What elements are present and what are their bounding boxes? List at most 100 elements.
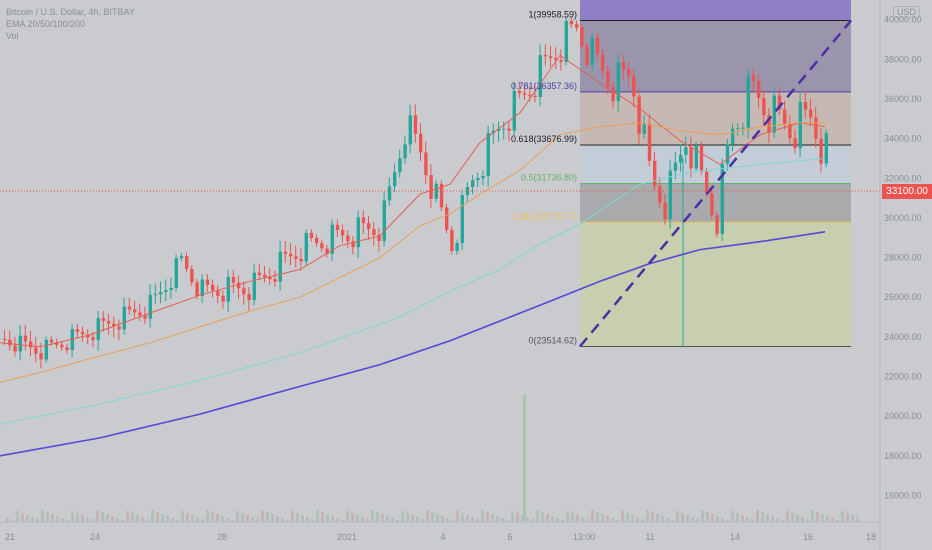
volume-bar xyxy=(626,513,629,522)
volume-bar xyxy=(556,518,559,522)
candle-up xyxy=(278,251,282,282)
candle-up xyxy=(512,90,516,131)
volume-bar xyxy=(41,510,44,522)
fibonacci-retracement[interactable] xyxy=(580,0,851,347)
candle-down xyxy=(762,98,766,116)
volume-bar xyxy=(441,516,444,522)
candle-down xyxy=(543,55,548,57)
candle-up xyxy=(746,75,750,128)
candle-up xyxy=(96,318,100,341)
candle-up xyxy=(616,61,620,102)
ema-line-ema50 xyxy=(0,122,825,383)
volume-bar xyxy=(346,511,349,522)
candle-up xyxy=(679,154,683,163)
volume-bar xyxy=(166,516,169,522)
ema-indicator-label[interactable]: EMA 20/50/100/200 xyxy=(6,19,86,29)
candle-down xyxy=(788,123,792,139)
volume-bar xyxy=(561,520,564,522)
candle-down xyxy=(325,248,329,254)
volume-bar xyxy=(431,512,434,522)
candle-down xyxy=(819,138,823,164)
volume-bar xyxy=(646,510,649,522)
volume-bar xyxy=(796,515,799,522)
volume-bar xyxy=(841,511,844,522)
candle-down xyxy=(767,115,771,133)
price-tick-label: 30000.00 xyxy=(884,213,922,223)
volume-bar xyxy=(66,520,69,522)
volume-bar xyxy=(526,517,529,522)
candle-down xyxy=(231,277,236,283)
volume-bar xyxy=(106,514,109,522)
candlesticks xyxy=(3,17,828,369)
candle-up xyxy=(590,38,594,65)
time-tick-label: 21 xyxy=(5,532,15,542)
price-tick-label: 36000.00 xyxy=(884,94,922,104)
candle-down xyxy=(60,344,64,348)
volume-bar xyxy=(171,518,174,522)
time-tick-label: 6 xyxy=(507,532,512,542)
symbol-title[interactable]: Bitcoin / U.S. Dollar, 4h, BITBAY xyxy=(6,7,135,17)
candle-down xyxy=(107,320,111,324)
volume-indicator-label[interactable]: Vol xyxy=(6,31,19,41)
volume-bar xyxy=(691,517,694,522)
candle-down xyxy=(143,315,147,319)
volume-bar xyxy=(581,517,584,522)
candle-down xyxy=(585,46,589,65)
chart-legend: Bitcoin / U.S. Dollar, 4h, BITBAY EMA 20… xyxy=(6,6,135,42)
candle-up xyxy=(476,178,480,181)
ema-line-ema200 xyxy=(0,231,826,457)
volume-bar xyxy=(101,512,104,522)
volume-bar xyxy=(596,512,599,522)
volume-bar xyxy=(231,520,234,522)
candle-down xyxy=(294,256,298,259)
volume-bar xyxy=(681,513,684,522)
candle-up xyxy=(387,186,392,201)
fibonacci-labels: 1(39958.59) 0.781(36357.36) 0.618(33676.99… xyxy=(511,10,577,346)
candle-up xyxy=(694,145,698,169)
candle-down xyxy=(554,58,558,60)
volume-bar xyxy=(471,517,474,522)
volume-bar xyxy=(576,515,579,522)
volume-bar xyxy=(686,515,689,522)
volume-bar xyxy=(6,518,9,522)
candle-down xyxy=(627,69,631,77)
price-axis[interactable]: 16000.00 18000.00 20000.00 22000.00 24000.00… xyxy=(884,15,922,501)
candle-down xyxy=(34,347,38,354)
candle-down xyxy=(127,306,132,310)
volume-bar xyxy=(636,517,639,522)
candle-down xyxy=(237,282,241,289)
candle-down xyxy=(247,294,251,300)
volume-bar xyxy=(756,510,759,522)
time-axis[interactable]: 21 24 28 2021 4 6 13:00 11 14 16 18 xyxy=(5,532,876,542)
candle-down xyxy=(65,347,69,351)
volume-bar xyxy=(521,515,524,522)
fib-level-label: 1(39958.59) xyxy=(528,10,577,20)
volume-bar xyxy=(721,518,724,522)
volume-bar xyxy=(226,518,229,522)
candle-down xyxy=(580,27,584,47)
candle-up xyxy=(408,115,412,145)
volume-bar xyxy=(306,517,309,522)
candle-down xyxy=(216,290,220,296)
volume-bar xyxy=(466,515,469,522)
candle-down xyxy=(377,235,381,242)
candle-up xyxy=(731,128,735,145)
candle-down xyxy=(689,147,693,169)
candle-down xyxy=(699,145,704,172)
volume-bar xyxy=(146,519,149,522)
currency-badge[interactable]: USD xyxy=(893,6,921,18)
time-tick-label: 18 xyxy=(866,532,876,542)
volume-bar xyxy=(376,512,379,522)
volume-bar xyxy=(121,520,124,522)
candle-down xyxy=(263,274,267,277)
candle-down xyxy=(289,253,293,257)
volume-bar xyxy=(286,520,289,522)
candle-down xyxy=(653,160,657,187)
volume-bar xyxy=(221,516,224,522)
candle-up xyxy=(684,147,688,155)
volume-bar xyxy=(706,512,709,522)
volume-bar xyxy=(641,519,644,522)
price-tick-label: 24000.00 xyxy=(884,332,922,342)
volume-bar xyxy=(566,511,569,522)
